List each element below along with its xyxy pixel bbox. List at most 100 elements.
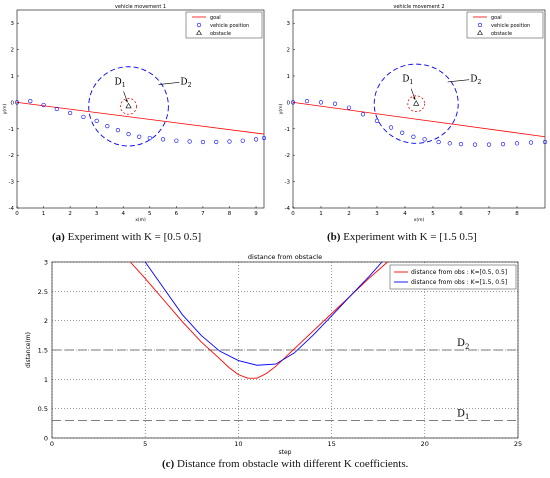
panel-a-vehicle-point bbox=[200, 139, 206, 145]
panel-b-ytick-label: 0 bbox=[287, 100, 291, 106]
panel-b-vehicle-point bbox=[514, 141, 520, 146]
panel-a-ytick-label: 2 bbox=[11, 48, 15, 54]
panel-a-ytick-label: -4 bbox=[9, 206, 15, 212]
panel-a-xtick-label: 5 bbox=[148, 211, 152, 217]
panel-a-ytick-label: 0 bbox=[11, 100, 15, 106]
panel-b-xtick-label: 6 bbox=[459, 211, 463, 217]
panel-a-ylabel: y(m) bbox=[2, 103, 8, 114]
panel-a-ytick-label: 1 bbox=[11, 74, 15, 80]
panel-c-xtick-label: 0 bbox=[50, 440, 54, 448]
panel-b-legend-obstacle: obstacle bbox=[491, 31, 512, 37]
panel-c-xtick-label: 15 bbox=[327, 440, 335, 448]
panel-c-xtick-label: 25 bbox=[514, 440, 522, 448]
panel-b-vehicle-point bbox=[472, 142, 478, 147]
panel-b-xtick-label: 7 bbox=[487, 211, 491, 217]
caption-c-label: (c) bbox=[162, 458, 175, 470]
panel-b-vehicle-point bbox=[447, 141, 452, 146]
panel-b-ytick-label: -1 bbox=[285, 127, 290, 133]
panel-a-plot-area bbox=[16, 9, 265, 209]
panel-a-vehicle-point bbox=[14, 100, 20, 105]
panel-c-ytick-label: 0.5 bbox=[38, 405, 48, 413]
panel-b-vehicle-point bbox=[346, 105, 352, 110]
panel-a-vehicle-point bbox=[187, 139, 192, 144]
panel-c-xtick-label: 5 bbox=[143, 440, 147, 448]
panel-a-vehicle-point bbox=[41, 102, 46, 108]
caption-a-label: (a) bbox=[52, 231, 65, 243]
panel-a-xtick-label: 0 bbox=[15, 211, 19, 217]
panel-a-title: vehicle movement 1 bbox=[115, 4, 166, 10]
panel-c-ylabel: distance(m) bbox=[25, 332, 32, 368]
panel-a-legend-box bbox=[185, 11, 263, 39]
panel-a-vehicle-point bbox=[227, 139, 232, 144]
panel-a-xtick-label: 2 bbox=[68, 211, 72, 217]
panel-c-legend-label: distance from obs : K=[0.5, 0.5] bbox=[411, 269, 507, 276]
panel-b-ytick-label: -2 bbox=[285, 153, 290, 159]
caption-b-label: (b) bbox=[327, 231, 341, 243]
panel-a-vehicle-point bbox=[28, 98, 33, 104]
panel-a-obstacle-marker bbox=[125, 102, 132, 109]
panel-c-xtick-label: 10 bbox=[234, 440, 242, 448]
panel-b-vehicle-point bbox=[360, 112, 366, 117]
panel-b-xtick-label: 2 bbox=[347, 211, 351, 217]
panel-b-vehicle-point bbox=[374, 118, 380, 123]
panel-b-vehicle-point bbox=[542, 139, 548, 145]
panel-a-label-d2: D2 bbox=[180, 77, 191, 89]
panel-b-vehicle-point bbox=[422, 137, 427, 142]
panel-c-ytick-label: 1.5 bbox=[38, 347, 48, 355]
panel-a-label-d1: D1 bbox=[115, 77, 126, 89]
panel-b-ytick-label: -3 bbox=[285, 180, 291, 186]
panel-a-vehicle-point bbox=[253, 137, 259, 142]
panel-b-ytick-label: 3 bbox=[287, 21, 291, 27]
panel-a-arrowhead-d1 bbox=[125, 99, 128, 103]
panel-c-plot-area bbox=[51, 261, 519, 439]
panel-b-vehicle-point bbox=[528, 140, 534, 145]
panel-a-xtick-label: 8 bbox=[228, 211, 232, 217]
panel-a-arrow-d2 bbox=[158, 82, 180, 85]
panel-c-ytick-label: 1 bbox=[44, 376, 48, 384]
panel-c-xtick-label: 20 bbox=[421, 440, 429, 448]
panel-b-legend-vehicle: vehicle position bbox=[491, 23, 530, 29]
panel-b-label-d2: D2 bbox=[470, 75, 481, 87]
panel-b-title: vehicle movement 2 bbox=[393, 4, 444, 10]
panel-a-xtick-label: 6 bbox=[175, 211, 179, 217]
panel-a-legend-vehicle: vehicle position bbox=[210, 23, 249, 29]
panel-b-vehicle-point bbox=[388, 125, 394, 130]
panel-a-xtick-label: 9 bbox=[254, 211, 258, 217]
panel-b-vehicle-point bbox=[411, 134, 416, 139]
panel-b-xtick-label: 4 bbox=[403, 211, 407, 217]
panel-a-vehicle-point bbox=[81, 114, 86, 120]
caption-b: (b) Experiment with K = [1.5 0.5] bbox=[327, 231, 477, 243]
panel-a-xtick-label: 3 bbox=[95, 211, 99, 217]
panel-b-ytick-label: 1 bbox=[287, 74, 291, 80]
panel-b-arrow-d2 bbox=[447, 79, 470, 83]
panel-b-legend-box bbox=[466, 11, 544, 39]
panel-b-vehicle-point bbox=[436, 139, 441, 145]
panel-b-vehicle-point bbox=[290, 100, 296, 105]
panel-a-vehicle-point bbox=[115, 128, 121, 133]
panel-b-vehicle-point bbox=[318, 100, 324, 105]
panel-a-vehicle-point bbox=[160, 137, 166, 142]
panel-b-goal-line bbox=[292, 102, 546, 138]
panel-a-xtick-label: 7 bbox=[201, 211, 205, 217]
panel-a-vehicle-point bbox=[68, 110, 73, 116]
panel-b-vehicle-point bbox=[400, 130, 405, 135]
panel-c-threshold-label: D1 bbox=[457, 408, 470, 421]
panel-a-vehicle-point bbox=[54, 106, 59, 112]
panel-a-legend-vehicle-swatch bbox=[196, 22, 202, 28]
panel-b-ylabel: y(m) bbox=[278, 103, 284, 114]
panel-a-xtick-label: 4 bbox=[121, 211, 125, 217]
caption-a: (a) Experiment with K = [0.5 0.5] bbox=[52, 231, 201, 243]
panel-b-xtick-label: 5 bbox=[431, 211, 435, 217]
panel-b-legend-goal: goal bbox=[491, 15, 502, 21]
panel-c-legend-box bbox=[389, 264, 517, 290]
panel-b-circle-d2 bbox=[373, 63, 459, 144]
panel-c-ytick-label: 0 bbox=[44, 435, 48, 443]
panel-c-ytick-label: 2.5 bbox=[38, 288, 48, 296]
panel-c-title: distance from obstacle bbox=[248, 253, 322, 261]
panel-b-label-d1: D1 bbox=[402, 75, 413, 87]
panel-b-arrowhead-d1 bbox=[412, 97, 416, 100]
panel-a-vehicle-point bbox=[137, 134, 142, 139]
panel-a-vehicle-point bbox=[105, 124, 110, 129]
panel-a-circle-d1 bbox=[120, 98, 137, 115]
panel-a-legend-obstacle-swatch bbox=[196, 29, 202, 35]
